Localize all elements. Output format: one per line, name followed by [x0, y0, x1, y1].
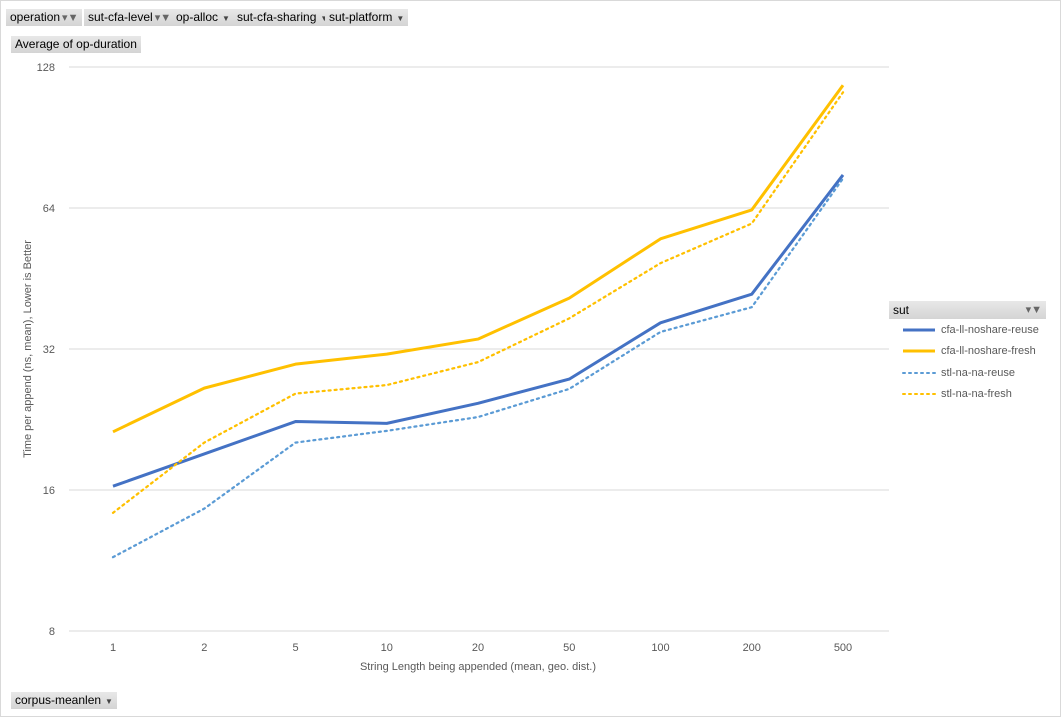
x-tick-label: 20: [472, 642, 484, 654]
x-tick-label: 5: [292, 642, 298, 654]
x-tick-label: 50: [563, 642, 575, 654]
series-line: [111, 177, 845, 559]
filter-button-operation[interactable]: operation ▾▼: [6, 9, 83, 26]
axis-field-button[interactable]: corpus-meanlen ▼: [11, 692, 117, 709]
legend-title: sut: [893, 303, 910, 317]
y-axis-title: Time per append (ns, mean), Lower is Bet…: [22, 240, 34, 458]
legend-field-button[interactable]: sut ▾▼: [889, 301, 1046, 319]
filter-label: sut-cfa-sharing: [237, 10, 317, 24]
filter-funnel-icon: ▾▼: [154, 12, 172, 24]
series-line: [112, 174, 845, 488]
x-tick-label: 1: [110, 642, 116, 654]
legend-swatch-icon: [903, 349, 935, 353]
x-tick-label: 500: [834, 642, 852, 654]
legend-swatch-icon: [903, 328, 935, 332]
filter-label: op-alloc: [176, 10, 219, 24]
filter-label: sut-cfa-level: [88, 10, 153, 24]
values-field-label: Average of op-duration: [15, 37, 137, 51]
y-tick-label: 16: [43, 485, 55, 497]
x-tick-label: 200: [743, 642, 761, 654]
filter-button-sut-cfa-level[interactable]: sut-cfa-level ▾▼: [84, 9, 176, 26]
filter-funnel-icon: ▾▼: [62, 12, 79, 24]
series-stl-na-na-fresh: [111, 91, 845, 514]
x-tick-label: 100: [651, 642, 669, 654]
series-line: [111, 91, 845, 514]
filter-button-op-alloc[interactable]: op-alloc ▼: [172, 9, 234, 26]
series-cfa-ll-noshare-reuse: [112, 174, 845, 488]
legend-label: cfa-ll-noshare-fresh: [941, 345, 1036, 358]
series-cfa-ll-noshare-fresh: [112, 84, 845, 434]
dropdown-arrow-icon: ▼: [222, 14, 230, 23]
filter-funnel-icon: ▾▼: [1025, 304, 1042, 316]
series-line: [112, 84, 845, 434]
y-tick-label: 64: [43, 203, 55, 215]
dropdown-arrow-icon: ▼: [396, 14, 405, 23]
legend-label: stl-na-na-reuse: [941, 366, 1015, 379]
values-field-button[interactable]: Average of op-duration: [11, 36, 141, 53]
filter-button-sut-cfa-sharing[interactable]: sut-cfa-sharing▼: [233, 9, 333, 26]
legend-swatch-icon: [902, 371, 936, 374]
legend-label: stl-na-na-fresh: [941, 388, 1012, 401]
y-tick-label: 32: [43, 344, 55, 356]
dropdown-arrow-icon: ▼: [105, 697, 113, 706]
legend: sut ▾▼ cfa-ll-noshare-reuse cfa-ll-noshare…: [889, 301, 1046, 405]
filter-label: operation: [10, 10, 61, 24]
filter-label: sut-platform: [329, 10, 393, 24]
series-stl-na-na-reuse: [111, 177, 845, 559]
x-tick-label: 2: [201, 642, 207, 654]
x-axis-title: String Length being appended (mean, geo.…: [360, 661, 596, 673]
filter-button-sut-platform[interactable]: sut-platform ▼: [325, 9, 409, 26]
x-tick-label: 10: [381, 642, 393, 654]
dropdown-arrow-icon: ▼: [320, 14, 328, 23]
legend-swatch-icon: [902, 393, 936, 396]
legend-item[interactable]: stl-na-na-reuse: [889, 362, 1046, 384]
legend-item[interactable]: cfa-ll-noshare-fresh: [889, 341, 1046, 363]
y-tick-label: 128: [37, 62, 55, 74]
axis-field-label: corpus-meanlen: [15, 693, 102, 707]
legend-item[interactable]: stl-na-na-fresh: [889, 384, 1046, 406]
legend-label: cfa-ll-noshare-reuse: [941, 323, 1039, 336]
legend-item[interactable]: cfa-ll-noshare-reuse: [889, 319, 1046, 341]
y-tick-label: 8: [49, 626, 55, 638]
